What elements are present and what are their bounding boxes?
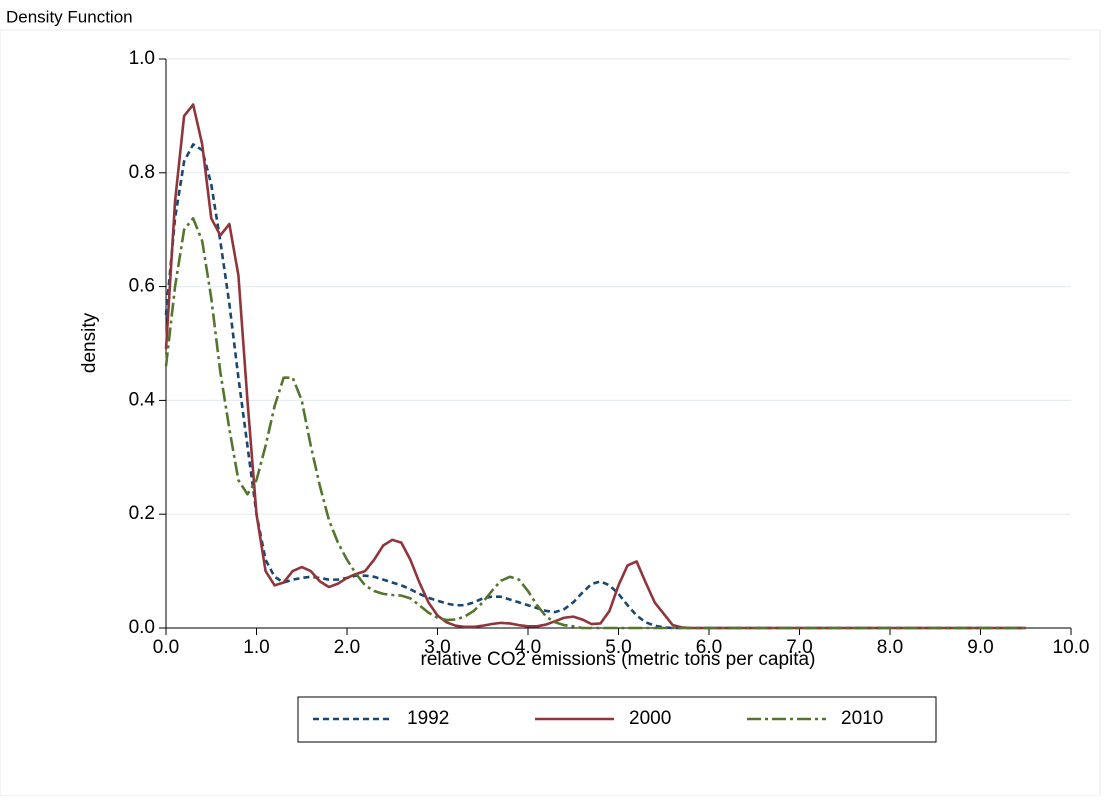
x-tick-label: 1.0	[243, 637, 269, 658]
y-tick-label: 0.4	[129, 389, 156, 410]
series-line	[164, 217, 1026, 630]
y-tick-label: 0.2	[129, 503, 155, 524]
legend-label: 1992	[407, 708, 449, 729]
x-tick-label: 4.0	[515, 637, 541, 658]
x-tick-label: 3.0	[424, 637, 450, 658]
x-tick-label: 10.0	[1053, 637, 1090, 658]
plot-frame	[0, 29, 1101, 797]
x-tick-label: 7.0	[786, 637, 812, 658]
legend-label: 2010	[841, 708, 883, 729]
x-axis-label: relative CO2 emissions (metric tons per …	[421, 649, 816, 670]
x-tick-label: 6.0	[696, 637, 722, 658]
series-line	[164, 103, 1026, 630]
x-tick-label: 9.0	[967, 637, 993, 658]
x-tick-label: 5.0	[605, 637, 631, 658]
y-tick-label: 0.8	[129, 162, 155, 183]
y-tick-label: 1.0	[129, 48, 155, 69]
legend-label: 2000	[629, 708, 671, 729]
y-axis-label: density	[79, 312, 100, 373]
chart-title: Density Function	[6, 7, 133, 26]
y-tick-label: 0.0	[129, 617, 155, 638]
legend-box	[297, 696, 937, 743]
x-tick-label: 2.0	[334, 637, 360, 658]
x-tick-label: 8.0	[877, 637, 903, 658]
y-tick-label: 0.6	[129, 276, 155, 297]
x-tick-label: 0.0	[153, 637, 179, 658]
